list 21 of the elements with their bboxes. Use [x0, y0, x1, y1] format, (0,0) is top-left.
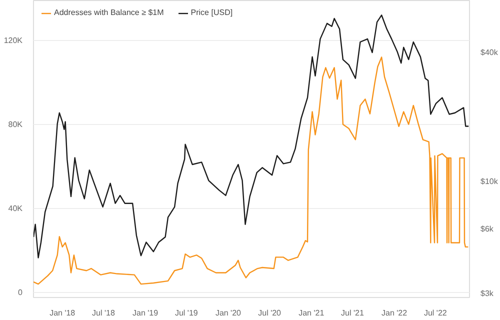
x-tick-label: Jul '19 [174, 308, 198, 318]
y-tick-label: 120K [4, 36, 24, 45]
x-tick-label: Jul '18 [92, 308, 116, 318]
x-tick-label: Jul '22 [424, 308, 448, 318]
legend-label: Price [USD] [190, 8, 233, 17]
x-tick-label: Jan '22 [382, 308, 408, 318]
x-tick-label: Jan '19 [132, 308, 159, 318]
y-tick-label: 40K [8, 204, 24, 213]
y-tick-label: 80K [8, 120, 24, 129]
x-tick-label: Jan '21 [298, 308, 325, 318]
y-tick-label: 0 [18, 288, 24, 297]
line-series [34, 56, 469, 285]
y2-tick-label: $10k [480, 176, 499, 186]
legend-label: Addresses with Balance ≥ $1M [54, 8, 164, 17]
y2-tick-label: $40k [480, 48, 499, 58]
x-tick-label: Jul '21 [341, 308, 364, 318]
y2-tick-label: $6k [480, 224, 494, 234]
x-tick-label: Jan '18 [50, 308, 76, 318]
y2-tick-label: $3k [480, 288, 494, 298]
x-tick-label: Jan '20 [215, 308, 242, 318]
x-tick-label: Jul '20 [258, 308, 282, 318]
